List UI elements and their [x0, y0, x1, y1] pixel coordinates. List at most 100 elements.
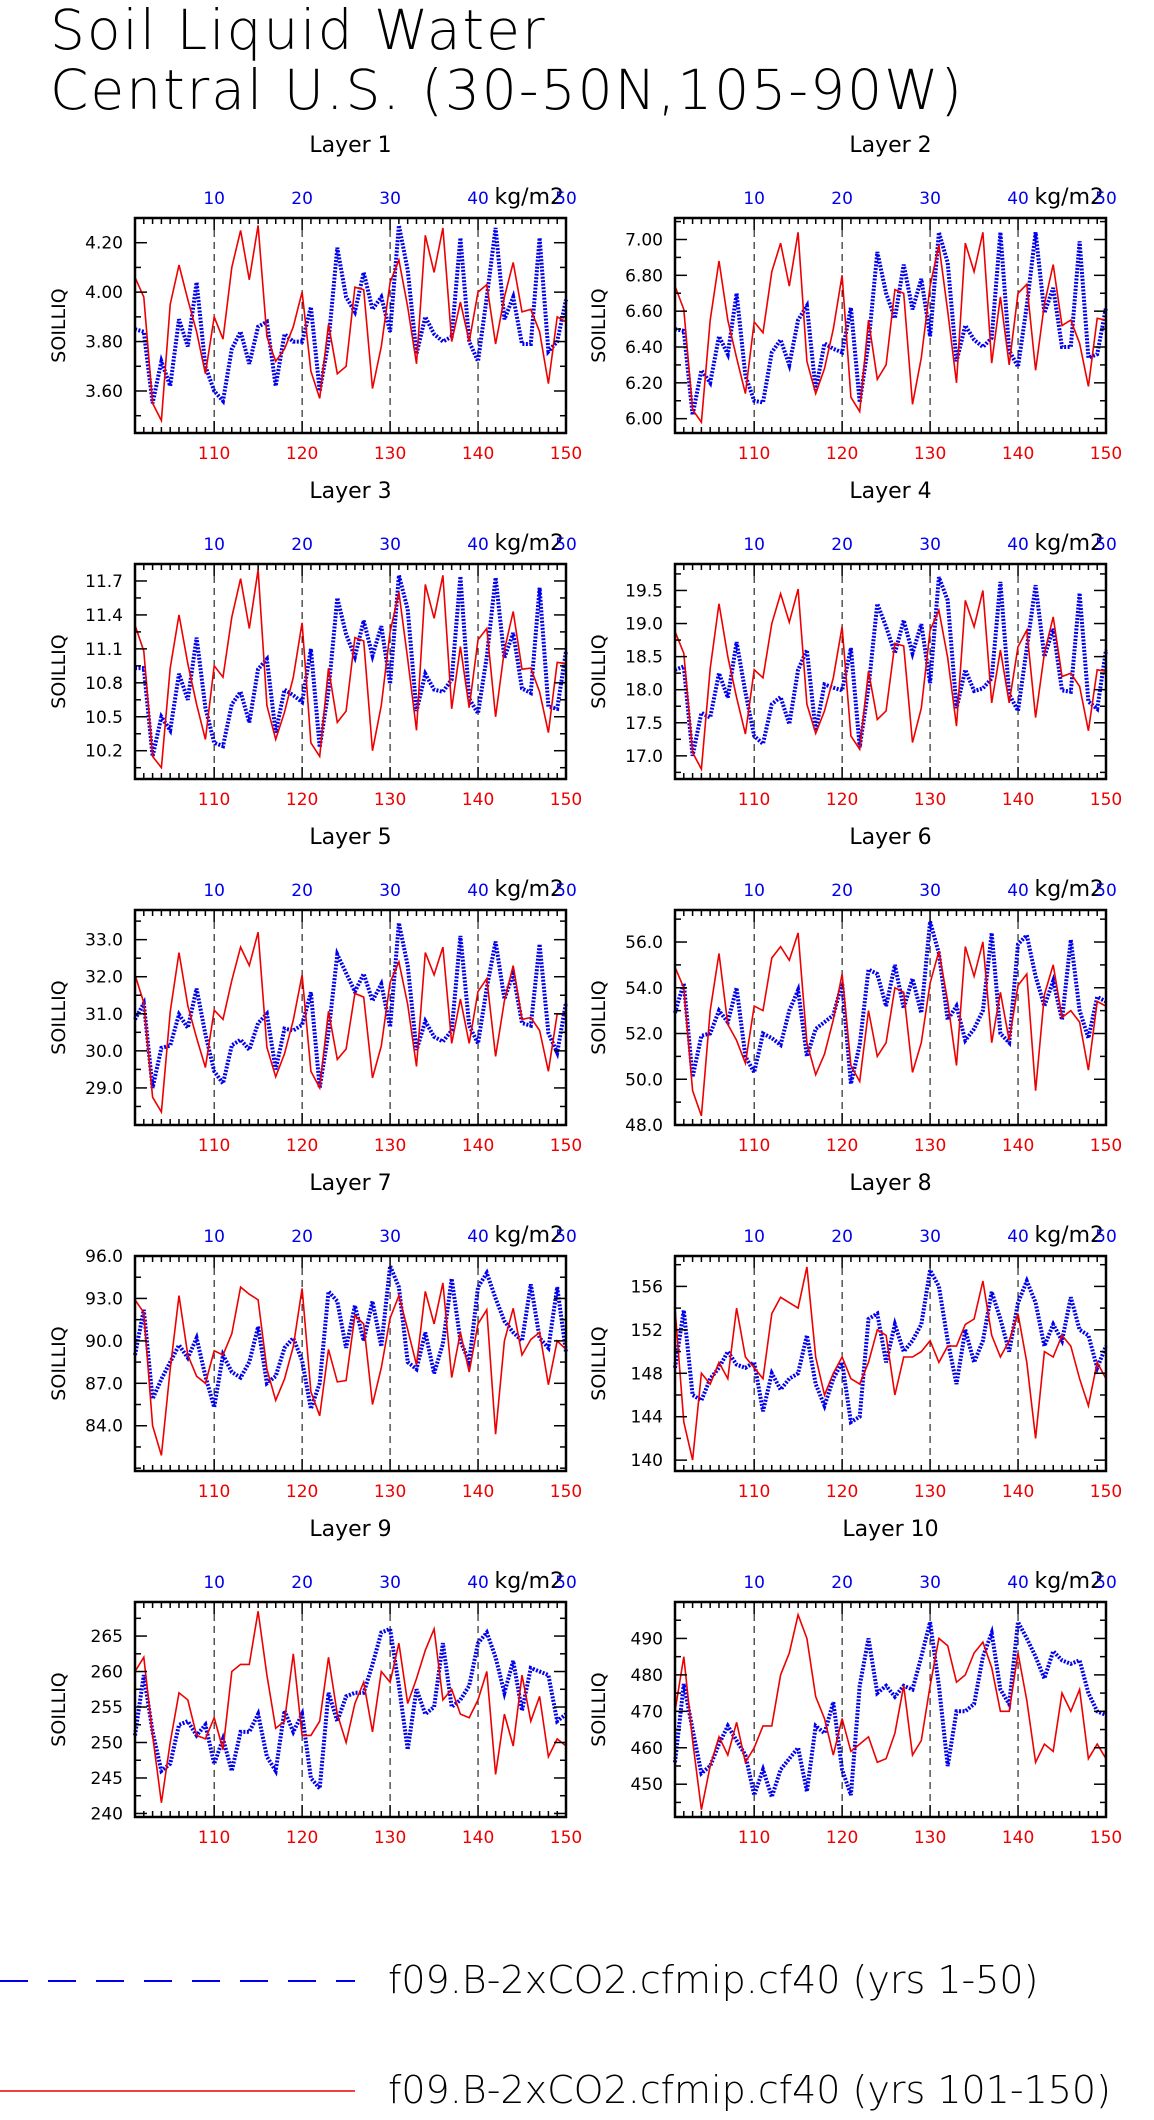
- series-line-yrs-1-50: [135, 574, 568, 757]
- x-tick-label-top: 10: [743, 189, 765, 209]
- x-tick-label-bottom: 150: [1090, 790, 1122, 810]
- y-axis-label: SOILLIQ: [588, 1672, 610, 1746]
- plot-frame: [133, 1254, 568, 1473]
- y-tick-label: 490: [631, 1629, 663, 1649]
- plot-frame: [673, 1600, 1108, 1819]
- y-tick-label: 480: [631, 1666, 663, 1686]
- plot-frame: [133, 216, 568, 435]
- series-line-yrs-1-50: [674, 231, 1108, 416]
- x-tick-label-bottom: 110: [738, 1136, 770, 1156]
- x-tick-label-bottom: 120: [826, 1482, 858, 1502]
- x-tick-label-bottom: 120: [826, 1828, 858, 1848]
- x-tick-label-top: 50: [1095, 535, 1117, 555]
- plot-frame: [673, 216, 1108, 435]
- x-tick-label-top: 30: [919, 535, 941, 555]
- panel-title: Layer 4: [849, 479, 931, 504]
- panel-title: Layer 2: [849, 133, 931, 158]
- y-tick-label: 255: [91, 1698, 123, 1718]
- series-line-yrs-1-50: [133, 922, 568, 1089]
- x-tick-label-top: 20: [291, 1573, 313, 1593]
- x-tick-label-top: 50: [1095, 189, 1117, 209]
- series-line-yrs-1-50: [673, 1615, 1107, 1804]
- x-tick-label-bottom: 110: [198, 444, 230, 464]
- x-tick-label-top: 50: [555, 1227, 577, 1247]
- x-tick-label-top: 40: [467, 1227, 489, 1247]
- x-tick-label-top: 10: [203, 189, 225, 209]
- series-line-yrs-1-50: [674, 576, 1108, 757]
- x-tick-label-top: 40: [1007, 881, 1029, 901]
- x-tick-label-bottom: 130: [914, 444, 946, 464]
- x-tick-label-top: 30: [379, 535, 401, 555]
- y-tick-label: 10.2: [85, 742, 123, 762]
- x-tick-label-top: 40: [467, 535, 489, 555]
- panel-title: Layer 9: [309, 1517, 391, 1542]
- top-axis-unit-label: kg/m2: [494, 185, 564, 210]
- x-tick-label-top: 40: [467, 189, 489, 209]
- panel-title: Layer 7: [309, 1171, 391, 1196]
- x-tick-label-top: 30: [379, 1573, 401, 1593]
- x-tick-label-top: 50: [555, 189, 577, 209]
- series-line-yrs-1-50: [673, 920, 1107, 1085]
- plot-frame: [673, 908, 1108, 1127]
- x-tick-label-top: 30: [919, 881, 941, 901]
- x-tick-label-bottom: 150: [550, 1136, 582, 1156]
- x-tick-label-top: 20: [291, 189, 313, 209]
- series-line-yrs-1-50: [673, 1263, 1108, 1426]
- y-tick-label: 11.1: [85, 640, 123, 660]
- y-tick-label: 93.0: [85, 1289, 123, 1309]
- series-line-yrs-101-150: [134, 1282, 567, 1456]
- x-tick-label-bottom: 110: [198, 1828, 230, 1848]
- x-tick-label-bottom: 150: [550, 1828, 582, 1848]
- x-tick-label-top: 40: [467, 881, 489, 901]
- x-tick-label-bottom: 110: [738, 1482, 770, 1502]
- chart-panel-4: Layer 4 kg/m2 SOILLIQ 110 120 130 140 150 10 20 30…: [588, 479, 1122, 810]
- y-tick-label: 90.0: [85, 1332, 123, 1352]
- x-tick-label-bottom: 120: [826, 444, 858, 464]
- x-tick-label-bottom: 110: [738, 1828, 770, 1848]
- top-axis-unit-label: kg/m2: [1034, 877, 1104, 902]
- x-tick-label-bottom: 130: [914, 1828, 946, 1848]
- x-tick-label-bottom: 150: [1090, 1136, 1122, 1156]
- y-tick-label: 3.80: [85, 333, 123, 353]
- y-tick-label: 245: [91, 1769, 123, 1789]
- series-line-yrs-101-150: [674, 588, 1107, 772]
- y-tick-label: 19.0: [625, 615, 663, 635]
- x-tick-label-bottom: 150: [550, 444, 582, 464]
- series-line-yrs-101-150: [134, 1611, 567, 1803]
- x-tick-label-top: 20: [291, 881, 313, 901]
- top-axis-unit-label: kg/m2: [1034, 185, 1104, 210]
- x-tick-label-top: 10: [743, 535, 765, 555]
- top-axis-unit-label: kg/m2: [1034, 1569, 1104, 1594]
- chart-panel-10: Layer 10 kg/m2 SOILLIQ 110 120 130 140 150 10 20 3…: [588, 1517, 1122, 1848]
- x-tick-label-top: 20: [831, 1573, 853, 1593]
- x-tick-label-bottom: 130: [374, 1828, 406, 1848]
- y-tick-label: 4.20: [85, 234, 123, 254]
- x-tick-label-bottom: 150: [1090, 444, 1122, 464]
- y-tick-label: 450: [631, 1775, 663, 1795]
- x-tick-label-bottom: 140: [462, 444, 494, 464]
- y-tick-label: 17.0: [625, 747, 663, 767]
- y-axis-label: SOILLIQ: [588, 634, 610, 708]
- x-tick-label-bottom: 140: [1002, 1136, 1034, 1156]
- x-tick-label-top: 20: [291, 535, 313, 555]
- x-tick-label-top: 20: [831, 189, 853, 209]
- x-tick-label-bottom: 130: [914, 1136, 946, 1156]
- y-tick-label: 29.0: [85, 1079, 123, 1099]
- y-tick-label: 470: [631, 1702, 663, 1722]
- series-line-yrs-101-150: [134, 225, 567, 424]
- x-tick-label-top: 50: [1095, 1573, 1117, 1593]
- series-line-yrs-101-150: [134, 931, 567, 1115]
- y-tick-label: 240: [91, 1804, 123, 1824]
- x-tick-label-bottom: 150: [550, 1482, 582, 1502]
- y-axis-label: SOILLIQ: [588, 1326, 610, 1400]
- y-tick-label: 11.7: [85, 572, 123, 592]
- chart-panel-2: Layer 2 kg/m2 SOILLIQ 110 120 130 140 150 10 20 30…: [588, 133, 1122, 464]
- x-tick-label-bottom: 120: [826, 790, 858, 810]
- x-tick-label-top: 40: [467, 1573, 489, 1593]
- plot-frame: [673, 562, 1108, 781]
- y-tick-label: 31.0: [85, 1005, 123, 1025]
- x-tick-label-bottom: 140: [1002, 1482, 1034, 1502]
- x-tick-label-bottom: 150: [550, 790, 582, 810]
- x-tick-label-top: 50: [1095, 1227, 1117, 1247]
